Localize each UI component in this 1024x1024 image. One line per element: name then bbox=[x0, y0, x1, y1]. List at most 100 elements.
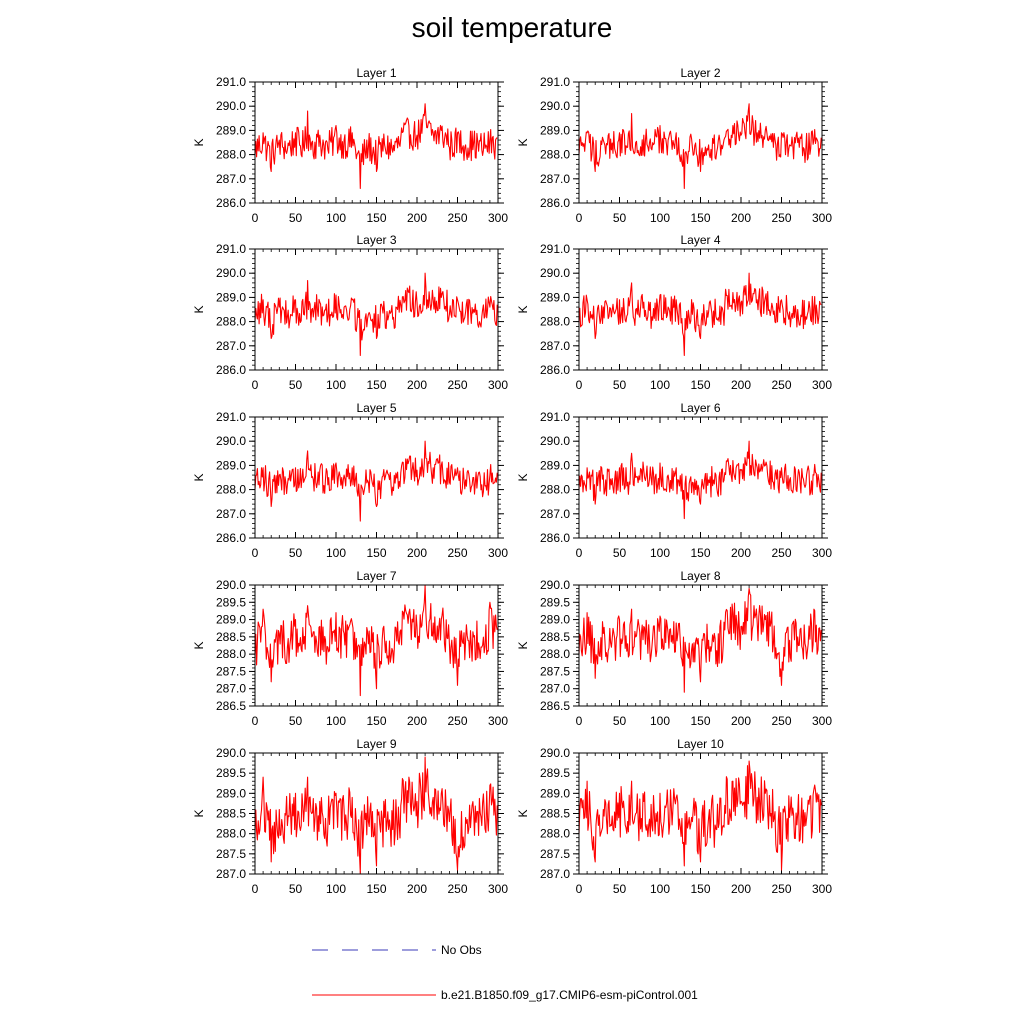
y-tick-label: 286.5 bbox=[540, 699, 570, 713]
x-tick-label: 100 bbox=[650, 882, 670, 896]
y-tick-label: 287.0 bbox=[540, 682, 570, 696]
y-tick-label: 289.5 bbox=[540, 595, 570, 609]
figure-title: soil temperature bbox=[411, 12, 613, 43]
y-tick-label: 289.0 bbox=[216, 786, 246, 800]
x-tick-label: 150 bbox=[690, 211, 710, 225]
x-tick-label: 50 bbox=[613, 211, 627, 225]
y-tick-label: 286.0 bbox=[540, 531, 570, 545]
y-tick-label: 289.0 bbox=[216, 458, 246, 472]
y-tick-label: 287.0 bbox=[216, 507, 246, 521]
x-tick-label: 0 bbox=[576, 546, 583, 560]
x-tick-label: 100 bbox=[326, 378, 346, 392]
y-tick-label: 291.0 bbox=[216, 242, 246, 256]
x-tick-label: 200 bbox=[407, 378, 427, 392]
panel-4: Layer 4 K 0 50 100 150 200 250 300 286.0 287.0 288.… bbox=[516, 233, 832, 392]
y-tick-label: 291.0 bbox=[216, 410, 246, 424]
x-tick-label: 100 bbox=[650, 378, 670, 392]
panel-2: Layer 2 K 0 50 100 150 200 250 300 286.0 287.0 288.… bbox=[516, 66, 832, 225]
x-tick-label: 200 bbox=[731, 546, 751, 560]
series-line bbox=[578, 760, 822, 871]
x-tick-label: 300 bbox=[812, 882, 832, 896]
x-tick-label: 50 bbox=[289, 378, 303, 392]
y-tick-label: 288.0 bbox=[216, 647, 246, 661]
x-tick-label: 100 bbox=[650, 714, 670, 728]
x-tick-label: 250 bbox=[447, 546, 467, 560]
x-tick-label: 50 bbox=[289, 882, 303, 896]
y-axis-label: K bbox=[192, 641, 206, 649]
panel-6: Layer 6 K 0 50 100 150 200 250 300 286.0 287.0 288.… bbox=[516, 401, 832, 560]
x-tick-label: 0 bbox=[252, 378, 259, 392]
y-tick-label: 290.0 bbox=[540, 746, 570, 760]
y-tick-label: 287.0 bbox=[540, 172, 570, 186]
x-tick-label: 300 bbox=[488, 714, 508, 728]
x-tick-label: 100 bbox=[326, 882, 346, 896]
x-tick-label: 250 bbox=[771, 378, 791, 392]
x-tick-label: 300 bbox=[812, 211, 832, 225]
plot-frame bbox=[578, 584, 823, 707]
y-tick-label: 290.0 bbox=[216, 746, 246, 760]
x-tick-label: 200 bbox=[407, 714, 427, 728]
y-tick-label: 287.0 bbox=[540, 339, 570, 353]
y-tick-label: 291.0 bbox=[540, 410, 570, 424]
y-tick-label: 290.0 bbox=[540, 578, 570, 592]
x-tick-label: 150 bbox=[366, 882, 386, 896]
x-tick-label: 200 bbox=[731, 882, 751, 896]
x-tick-label: 300 bbox=[812, 378, 832, 392]
plot-frame bbox=[578, 248, 823, 371]
x-tick-label: 150 bbox=[366, 211, 386, 225]
y-tick-label: 289.0 bbox=[540, 458, 570, 472]
x-tick-label: 250 bbox=[447, 378, 467, 392]
x-tick-label: 150 bbox=[690, 378, 710, 392]
series-line bbox=[254, 272, 498, 357]
y-axis-label: K bbox=[516, 473, 530, 481]
x-tick-label: 0 bbox=[576, 882, 583, 896]
x-tick-label: 100 bbox=[650, 546, 670, 560]
legend-label-model: b.e21.B1850.f09_g17.CMIP6-esm-piControl.… bbox=[441, 988, 698, 1002]
y-tick-label: 288.0 bbox=[216, 827, 246, 841]
plot-frame bbox=[254, 584, 499, 707]
y-tick-label: 288.0 bbox=[540, 483, 570, 497]
y-tick-label: 287.5 bbox=[540, 847, 570, 861]
x-tick-label: 100 bbox=[650, 211, 670, 225]
y-tick-label: 290.0 bbox=[216, 578, 246, 592]
panel-title: Layer 7 bbox=[356, 569, 396, 583]
y-tick-label: 288.5 bbox=[216, 630, 246, 644]
y-tick-label: 287.5 bbox=[540, 664, 570, 678]
y-tick-label: 288.5 bbox=[540, 807, 570, 821]
plot-frame bbox=[254, 248, 499, 371]
y-tick-label: 290.0 bbox=[540, 266, 570, 280]
y-tick-label: 289.0 bbox=[216, 290, 246, 304]
x-tick-label: 250 bbox=[771, 211, 791, 225]
y-axis-label: K bbox=[192, 138, 206, 146]
panel-title: Layer 10 bbox=[677, 737, 724, 751]
y-tick-label: 287.0 bbox=[216, 172, 246, 186]
series-line bbox=[578, 272, 822, 357]
y-tick-label: 287.0 bbox=[216, 867, 246, 881]
panel-10: Layer 10 K 0 50 100 150 200 250 300 287.0 287.5 288… bbox=[516, 737, 832, 896]
x-tick-label: 150 bbox=[690, 882, 710, 896]
y-tick-label: 288.5 bbox=[216, 807, 246, 821]
plot-frame bbox=[254, 416, 499, 539]
y-tick-label: 289.0 bbox=[540, 290, 570, 304]
plot-frame bbox=[578, 416, 823, 539]
series-line bbox=[254, 756, 498, 874]
panel-1: Layer 1 K 0 50 100 150 200 250 300 286.0 287.0 288.… bbox=[192, 66, 508, 225]
y-tick-label: 290.0 bbox=[540, 99, 570, 113]
y-tick-label: 288.5 bbox=[540, 630, 570, 644]
x-tick-label: 150 bbox=[366, 714, 386, 728]
y-tick-label: 286.0 bbox=[216, 196, 246, 210]
panel-7: Layer 7 K 0 50 100 150 200 250 300 286.5 287.0 287.… bbox=[192, 569, 508, 728]
y-tick-label: 287.0 bbox=[540, 867, 570, 881]
y-tick-label: 288.0 bbox=[540, 647, 570, 661]
y-tick-label: 290.0 bbox=[540, 434, 570, 448]
x-tick-label: 300 bbox=[488, 378, 508, 392]
x-tick-label: 250 bbox=[447, 882, 467, 896]
y-tick-label: 289.5 bbox=[216, 595, 246, 609]
panel-9: Layer 9 K 0 50 100 150 200 250 300 287.0 287.5 288.… bbox=[192, 737, 508, 896]
x-tick-label: 200 bbox=[731, 378, 751, 392]
y-axis-label: K bbox=[516, 809, 530, 817]
y-tick-label: 288.0 bbox=[216, 148, 246, 162]
x-tick-label: 0 bbox=[252, 211, 259, 225]
